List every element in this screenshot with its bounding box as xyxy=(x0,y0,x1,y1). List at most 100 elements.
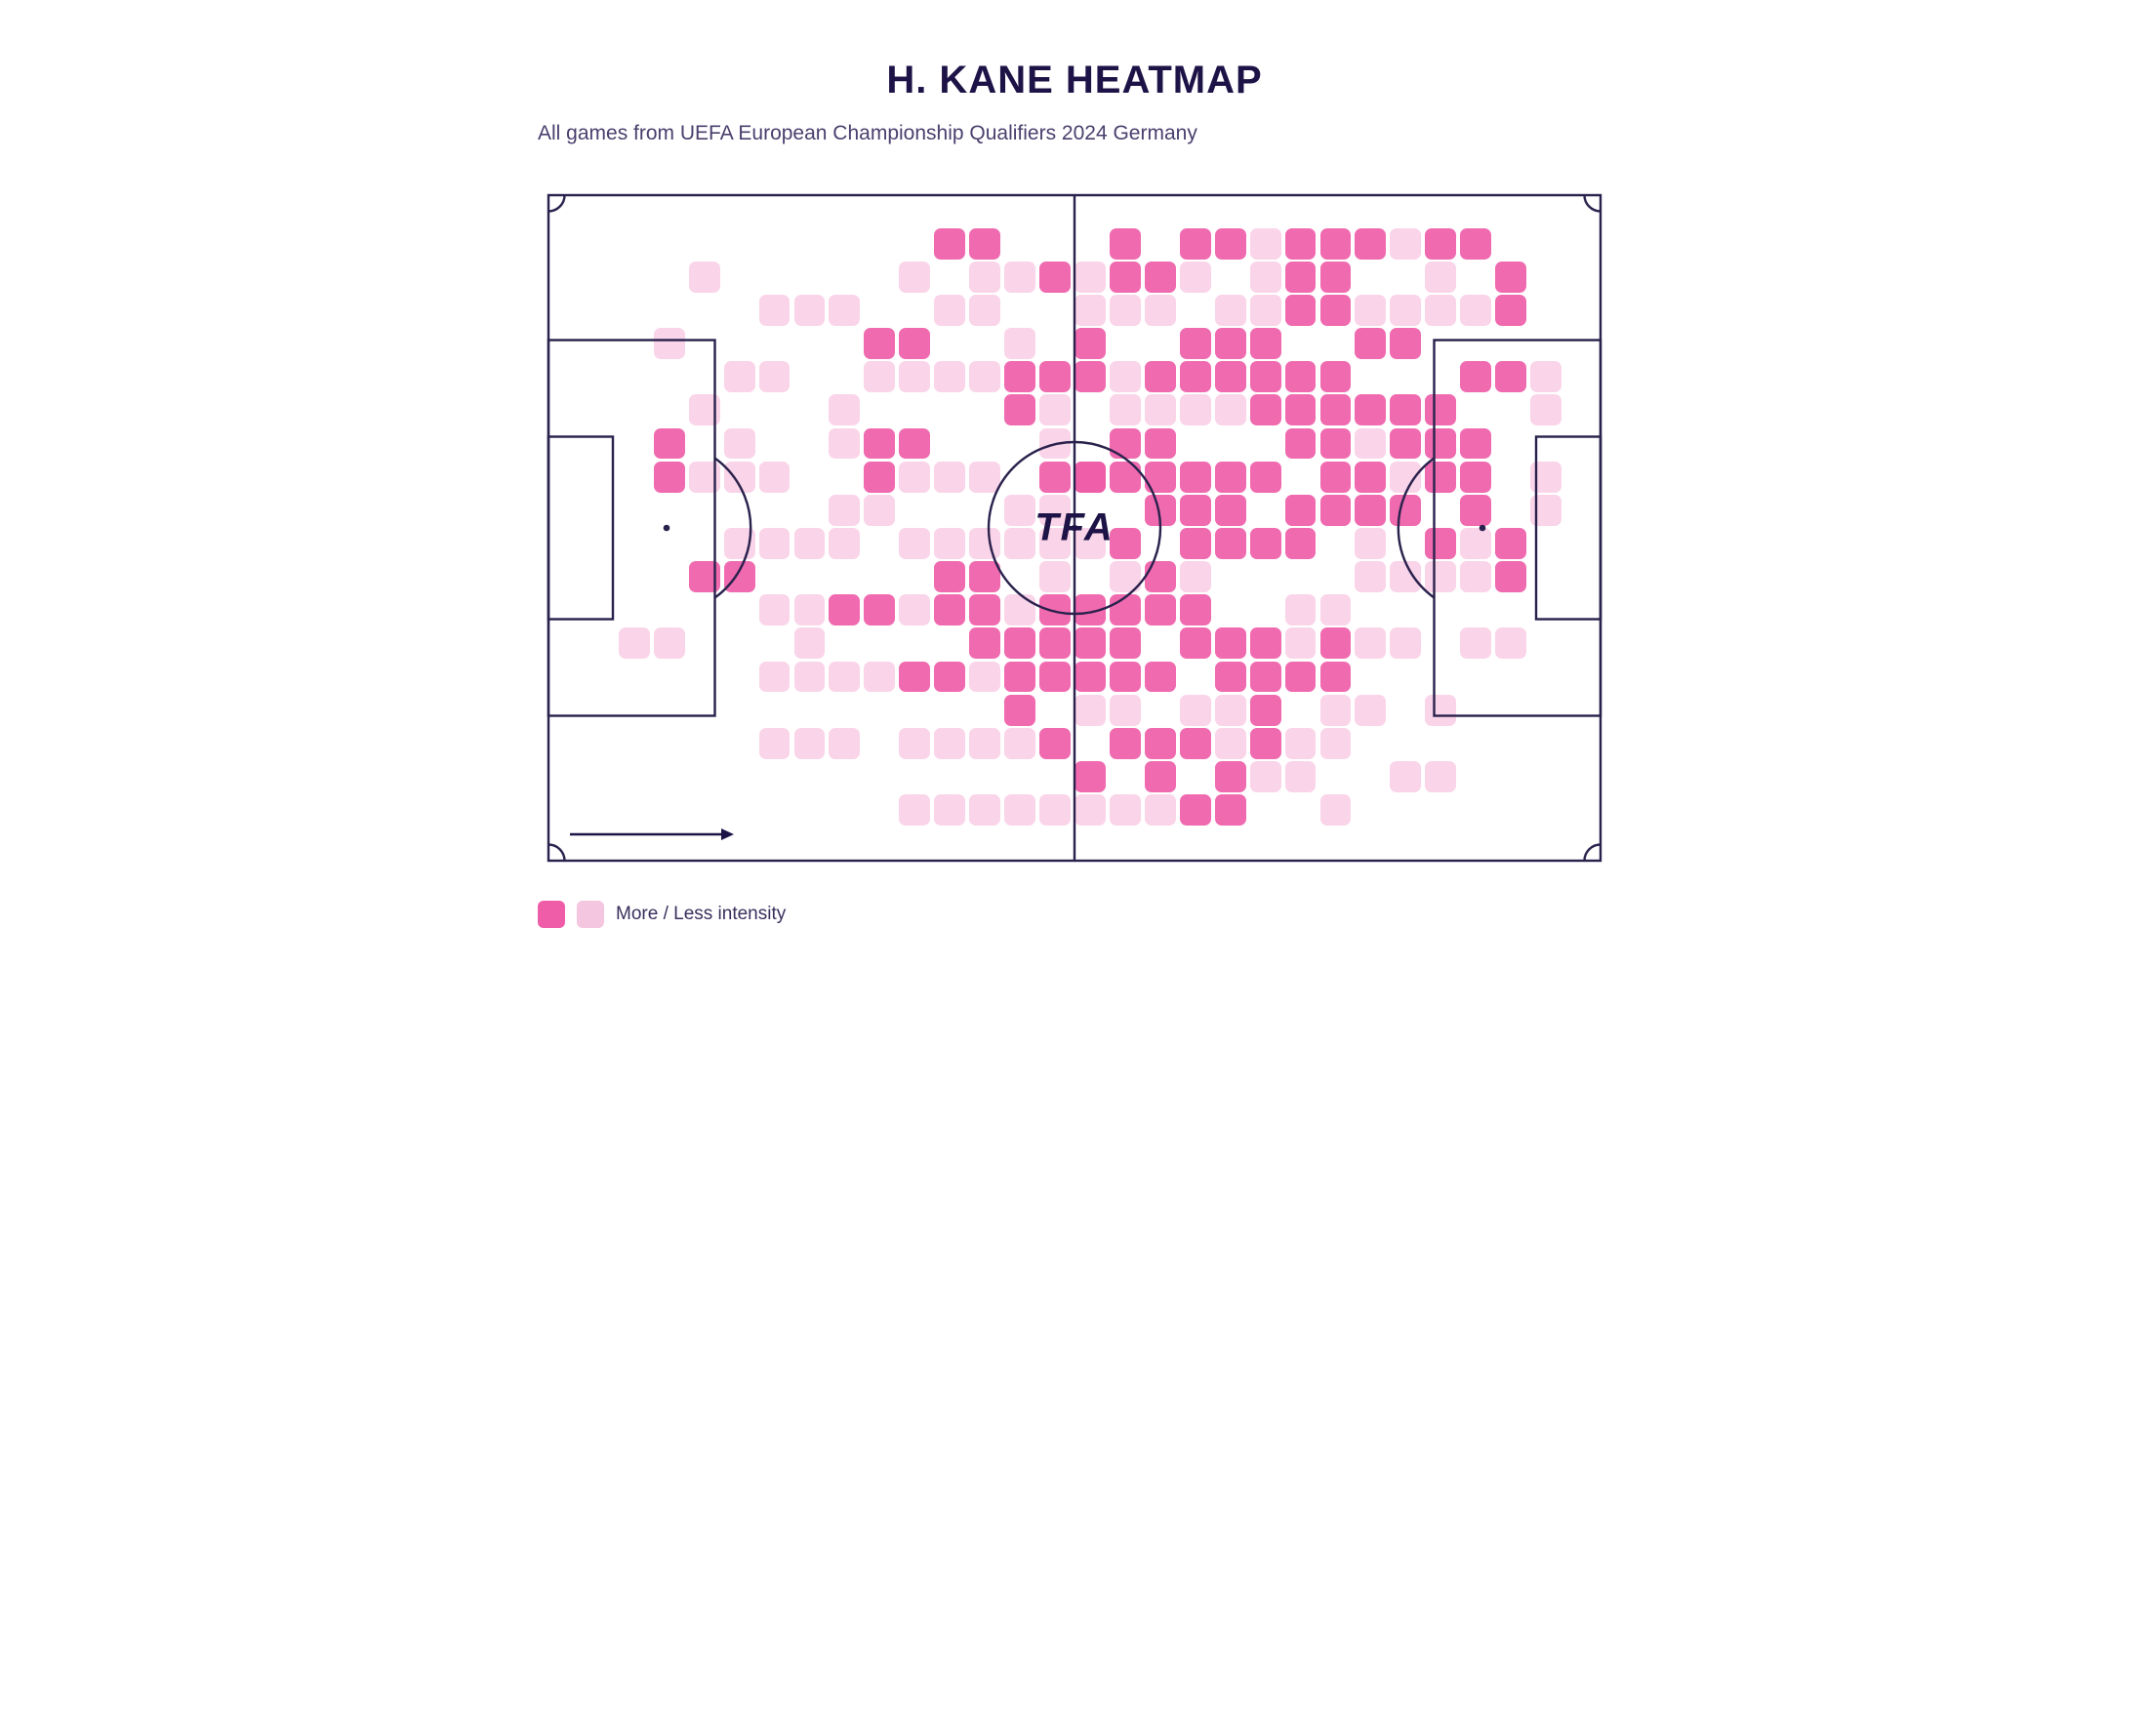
heat-cell xyxy=(1390,295,1421,326)
heat-cell xyxy=(969,627,1000,659)
heat-cell xyxy=(1460,528,1491,559)
football-pitch: TFA xyxy=(538,184,1611,871)
heat-cell xyxy=(829,728,860,759)
heat-cell xyxy=(1250,228,1281,260)
heat-cell xyxy=(1355,428,1386,460)
watermark-logo: TFA xyxy=(1034,506,1115,550)
heat-cell xyxy=(759,462,791,493)
heat-cell xyxy=(654,462,685,493)
heat-cell xyxy=(934,561,965,592)
heat-cell xyxy=(1390,561,1421,592)
heat-cell xyxy=(1250,262,1281,293)
heat-cell xyxy=(1285,728,1317,759)
heat-cell xyxy=(1215,495,1246,526)
heat-cell xyxy=(1495,561,1526,592)
heat-cell xyxy=(829,428,860,460)
heat-cell xyxy=(1145,561,1176,592)
heat-cell xyxy=(794,728,826,759)
heat-cell xyxy=(1145,361,1176,392)
heat-cell xyxy=(654,328,685,359)
heat-cell xyxy=(1460,462,1491,493)
heat-cell xyxy=(1074,627,1106,659)
heat-cell xyxy=(899,728,930,759)
heat-cell xyxy=(1145,794,1176,826)
heat-cell xyxy=(1460,627,1491,659)
heat-cell xyxy=(1495,295,1526,326)
heat-cell xyxy=(1320,627,1352,659)
heat-cell xyxy=(1425,262,1456,293)
heat-cell xyxy=(1004,262,1035,293)
heat-cell xyxy=(1039,794,1071,826)
heat-cell xyxy=(1145,495,1176,526)
heat-cell xyxy=(1355,462,1386,493)
heat-cell xyxy=(1145,462,1176,493)
heat-cell xyxy=(1285,761,1317,792)
heat-cell xyxy=(934,295,965,326)
heat-cell xyxy=(1110,627,1141,659)
heat-cell xyxy=(934,662,965,693)
heat-cell xyxy=(1425,394,1456,425)
heat-cell xyxy=(1425,761,1456,792)
heat-cell xyxy=(1074,695,1106,726)
heat-cell xyxy=(1425,528,1456,559)
heat-cell xyxy=(724,462,755,493)
heat-cell xyxy=(1355,394,1386,425)
heat-cell xyxy=(654,627,685,659)
heat-cell xyxy=(1039,561,1071,592)
heat-cell xyxy=(1110,561,1141,592)
heat-cell xyxy=(1004,728,1035,759)
heat-cell xyxy=(1390,428,1421,460)
heat-cell xyxy=(1110,728,1141,759)
heat-cell xyxy=(1425,228,1456,260)
heat-cell xyxy=(1180,794,1211,826)
heat-cell xyxy=(1285,662,1317,693)
heat-cell xyxy=(1180,462,1211,493)
heat-cell xyxy=(1460,561,1491,592)
heat-cell xyxy=(1039,361,1071,392)
heat-cell xyxy=(899,462,930,493)
heat-cell xyxy=(724,361,755,392)
heat-cell xyxy=(1110,794,1141,826)
heat-cell xyxy=(829,394,860,425)
heat-cell xyxy=(1039,428,1071,460)
heat-cell xyxy=(1250,295,1281,326)
heat-cell xyxy=(899,262,930,293)
heat-cell xyxy=(1180,528,1211,559)
heat-cell xyxy=(1250,761,1281,792)
heat-cell xyxy=(1495,361,1526,392)
heat-cell xyxy=(934,728,965,759)
heat-cell xyxy=(1355,228,1386,260)
heat-cell xyxy=(1425,295,1456,326)
heat-cell xyxy=(1180,561,1211,592)
heat-cell xyxy=(724,528,755,559)
heat-cell xyxy=(1460,228,1491,260)
heat-cell xyxy=(724,561,755,592)
heat-cell xyxy=(1180,262,1211,293)
heat-cell xyxy=(759,728,791,759)
legend-swatch-high xyxy=(538,901,565,928)
heat-cell xyxy=(1285,428,1317,460)
heat-cell xyxy=(934,594,965,626)
heat-cell xyxy=(1530,394,1561,425)
heat-cell xyxy=(1355,561,1386,592)
direction-arrow-icon xyxy=(570,825,736,844)
heat-cell xyxy=(1215,761,1246,792)
heat-cell xyxy=(689,561,720,592)
heat-cell xyxy=(1215,228,1246,260)
heat-cell xyxy=(759,662,791,693)
heat-cell xyxy=(969,594,1000,626)
heat-cell xyxy=(1495,262,1526,293)
heat-cell xyxy=(969,662,1000,693)
legend-label: More / Less intensity xyxy=(616,904,786,925)
heat-cell xyxy=(1215,328,1246,359)
heat-cell xyxy=(829,594,860,626)
heat-cell xyxy=(1355,495,1386,526)
heat-cell xyxy=(1110,228,1141,260)
heat-cell xyxy=(1074,361,1106,392)
heat-cell xyxy=(1074,328,1106,359)
heat-cell xyxy=(1285,627,1317,659)
heat-cell xyxy=(969,794,1000,826)
heat-cell xyxy=(864,361,895,392)
heat-cell xyxy=(1320,662,1352,693)
heat-cell xyxy=(1320,228,1352,260)
